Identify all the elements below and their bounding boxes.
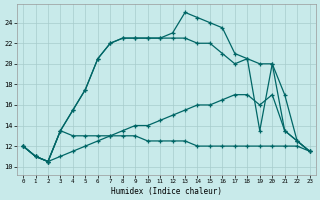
- X-axis label: Humidex (Indice chaleur): Humidex (Indice chaleur): [111, 187, 222, 196]
